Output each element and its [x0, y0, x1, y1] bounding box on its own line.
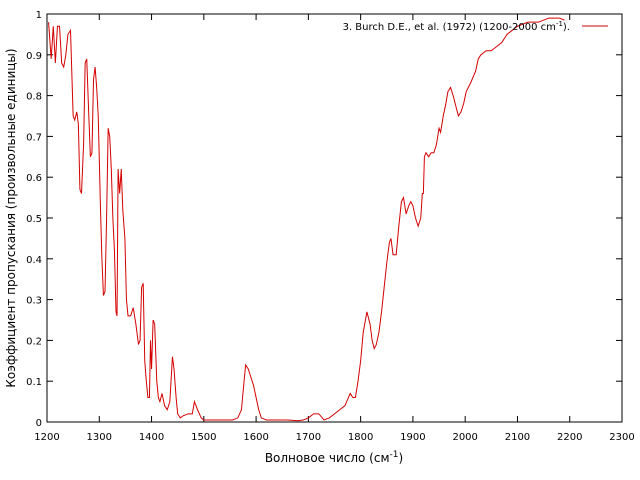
legend-label-sup: -1: [556, 20, 563, 28]
x-tick-label: 1600: [243, 432, 268, 443]
x-tick-label: 1800: [348, 432, 373, 443]
x-tick-label: 2300: [609, 432, 634, 443]
y-tick-label: 0.6: [26, 173, 42, 184]
legend-label-text: 3. Burch D.E., et al. (1972) (1200-2000 …: [343, 22, 556, 33]
x-tick-label: 1500: [191, 432, 216, 443]
y-tick-label: 0.8: [26, 92, 42, 103]
y-tick-label: 0.2: [26, 336, 42, 347]
x-axis-label-tail: ): [398, 451, 403, 465]
y-tick-label: 0.1: [26, 377, 42, 388]
y-tick-label: 1: [36, 10, 42, 21]
x-tick-label: 1400: [139, 432, 164, 443]
y-axis-label: Коэффициент пропускания (произвольные ед…: [4, 48, 18, 387]
legend-label-tail: ).: [563, 22, 570, 33]
x-axis-label-text: Волновое число (см: [265, 451, 390, 465]
y-tick-label: 0.4: [26, 255, 42, 266]
y-tick-label: 0.9: [26, 51, 42, 62]
x-tick-label: 2200: [557, 432, 582, 443]
x-tick-label: 2000: [452, 432, 477, 443]
x-tick-label: 1200: [34, 432, 59, 443]
x-tick-label: 1900: [400, 432, 425, 443]
y-tick-label: 0: [36, 418, 42, 429]
legend-label: 3. Burch D.E., et al. (1972) (1200-2000 …: [343, 20, 570, 33]
y-tick-label: 0.5: [26, 214, 42, 225]
plot-frame: [46, 13, 623, 423]
y-tick-label: 0.3: [26, 296, 42, 307]
x-tick-label: 1300: [87, 432, 112, 443]
x-axis-label: Волновое число (см-1): [265, 450, 403, 465]
x-axis-label-sup: -1: [390, 450, 399, 460]
x-tick-label: 1700: [296, 432, 321, 443]
x-tick-label: 2100: [505, 432, 530, 443]
series-line: [48, 17, 565, 422]
y-tick-label: 0.7: [26, 132, 42, 143]
